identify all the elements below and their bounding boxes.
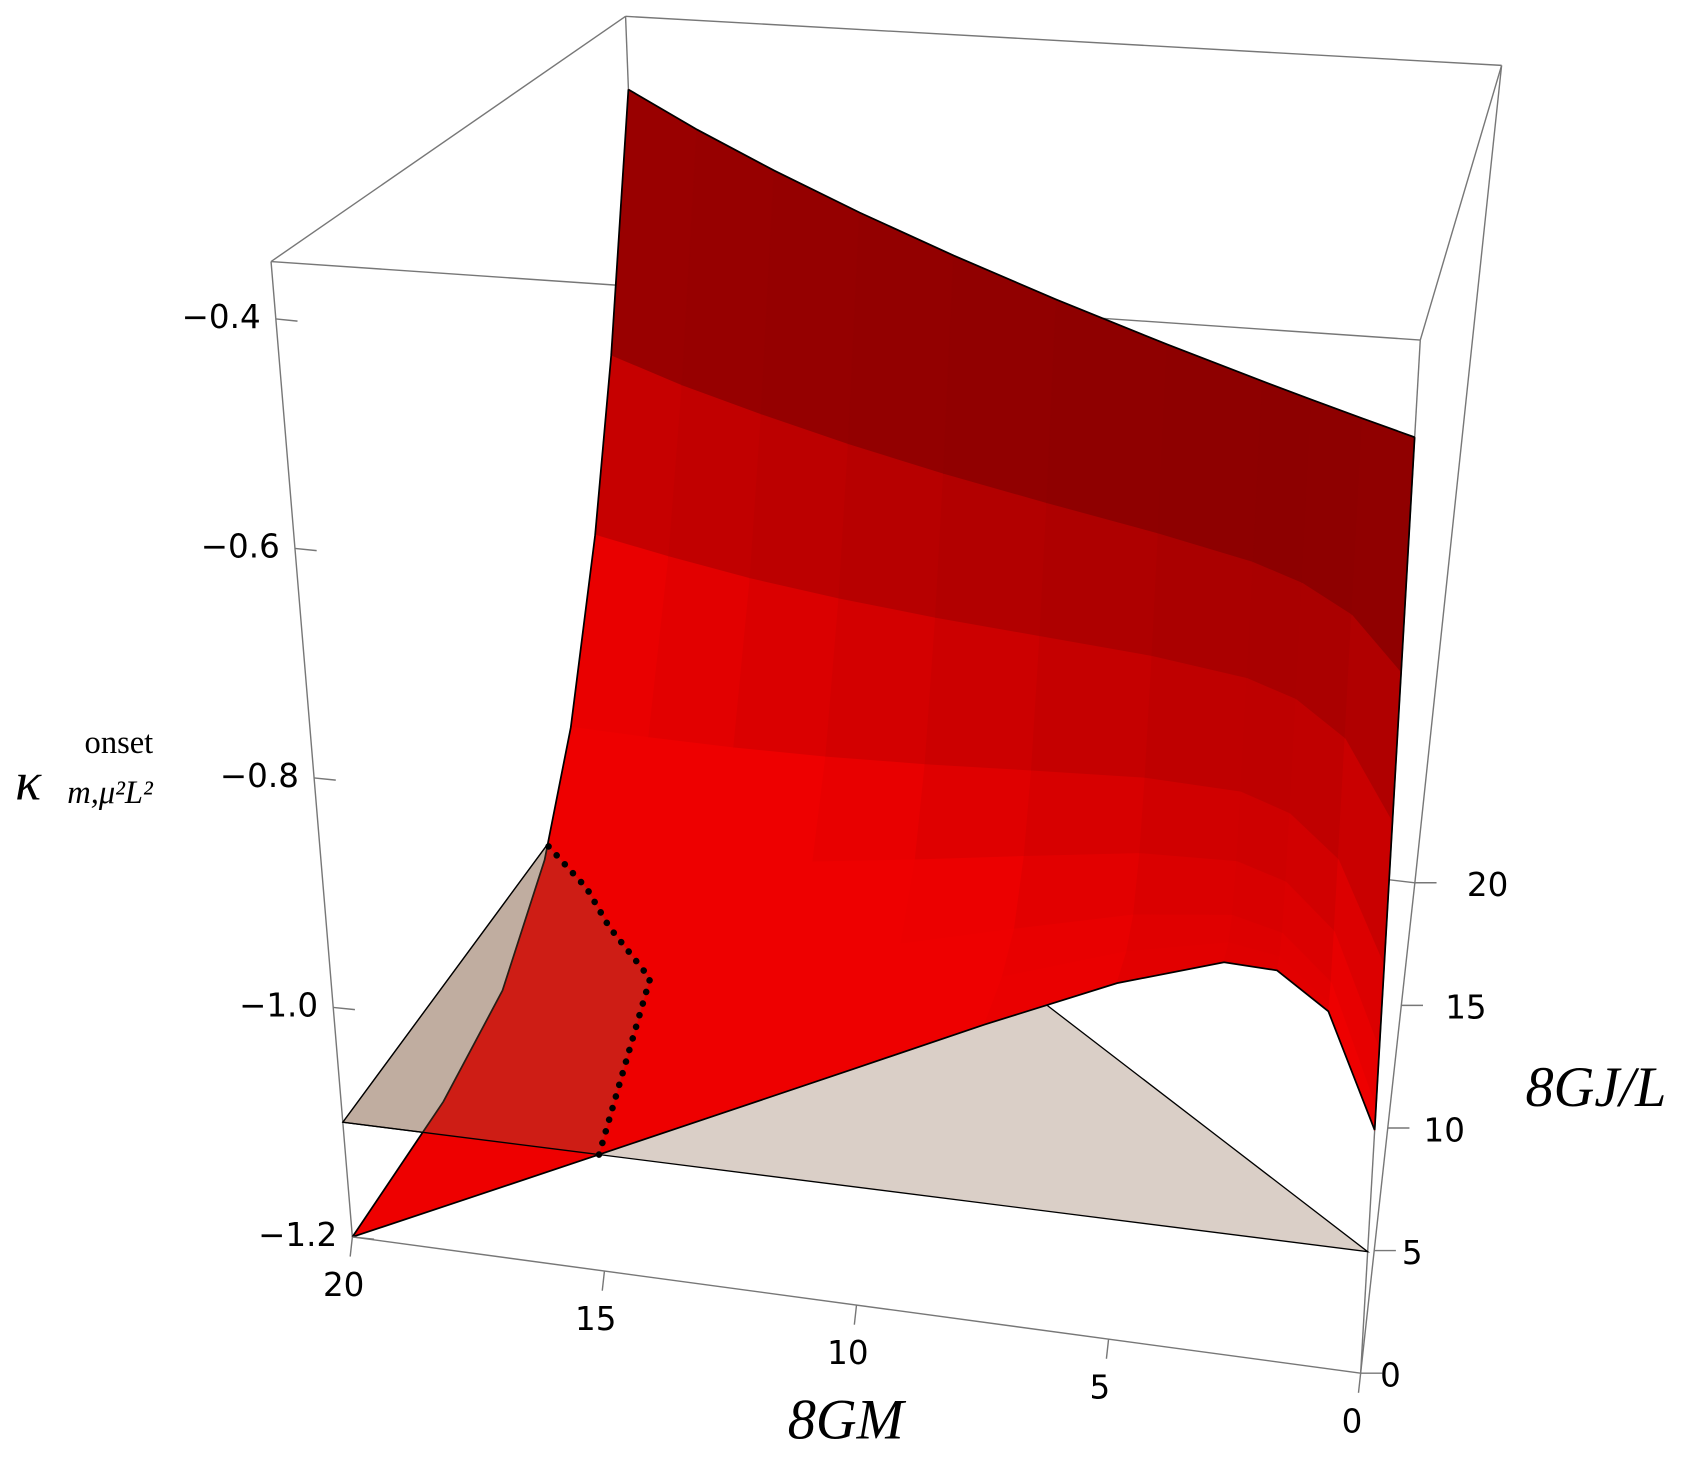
z-tick-label: −0.4: [182, 298, 261, 336]
surface-patch: [935, 473, 1048, 638]
surface-patch: [610, 88, 698, 387]
x-tick: [349, 1236, 354, 1257]
surface-patch: [1030, 636, 1153, 779]
z-tick-label: −0.8: [220, 757, 299, 795]
surface-right-edge: [1373, 437, 1416, 1131]
x-tick-label: 10: [827, 1334, 868, 1372]
y-tick-label: 15: [1445, 989, 1486, 1027]
z-tick: [352, 1236, 375, 1240]
x-tick: [1105, 1339, 1110, 1359]
surface-patch: [1252, 380, 1313, 584]
surface-left-edge: [351, 89, 630, 1238]
surface-patch: [1133, 853, 1238, 917]
z-tick-label: −0.6: [201, 527, 280, 565]
x-tick: [1357, 1373, 1362, 1393]
x-tick: [853, 1305, 858, 1325]
plane-edge: [342, 1121, 600, 1156]
x-tick-label: 0: [1342, 1402, 1363, 1440]
surface-patch: [838, 444, 945, 619]
z-tick: [275, 318, 298, 322]
surface-patch: [1023, 770, 1146, 858]
z-axis-label-sup: onset: [85, 725, 154, 761]
plane-over-surface: [342, 844, 651, 1155]
y-tick-label: 0: [1380, 1357, 1401, 1395]
box-edge: [270, 261, 354, 1238]
surface-patch: [1157, 343, 1263, 564]
axes: −1.2 −1.0 −0.8 −0.6 −0.4 0 5 10 15 20 0 5 10 15 20: [182, 298, 1509, 1440]
box-edge: [625, 15, 1502, 67]
surface-patch: [749, 414, 849, 600]
x-tick-label: 20: [323, 1266, 364, 1304]
intersection-curve: [543, 841, 654, 1158]
z-tick-label: −1.2: [258, 1216, 337, 1254]
surface-patch: [733, 578, 840, 758]
surface-patch: [668, 385, 762, 580]
z-tick: [314, 777, 336, 781]
surface-patch: [914, 764, 1033, 861]
z-tick-label: −1.0: [239, 986, 318, 1024]
surface-patch: [792, 859, 916, 959]
box-edge: [1419, 65, 1503, 341]
surface-patch: [1144, 655, 1248, 793]
x-tick-label: 15: [575, 1300, 616, 1338]
plane-edge: [342, 844, 548, 1123]
y-tick-label: 5: [1402, 1234, 1423, 1272]
surface-patch: [825, 598, 937, 766]
z-axis-label: κ: [15, 751, 42, 811]
surface-patch: [847, 212, 955, 475]
y-tick-label: 20: [1467, 866, 1508, 904]
surface-patch: [812, 756, 926, 863]
surface-patch: [681, 129, 775, 416]
surface-patch: [1046, 299, 1168, 535]
y-tick-label: 10: [1424, 1111, 1465, 1149]
y-axis-label: 8GJ/L: [1525, 1057, 1666, 1119]
overlay: [342, 841, 654, 1158]
z-tick: [333, 1006, 355, 1011]
surface-patch: [1240, 678, 1297, 815]
z-tick: [294, 547, 317, 552]
surface-front-edge: [352, 961, 1376, 1238]
x-tick-label: 5: [1090, 1368, 1111, 1406]
x-tick: [601, 1270, 606, 1291]
surface: [351, 88, 1416, 1238]
surface-patch: [716, 747, 827, 864]
surface-patch: [924, 617, 1041, 772]
z-axis-label-sub: m,μ²L²: [67, 775, 154, 811]
surface-patch: [760, 170, 861, 446]
x-axis-label: 8GM: [788, 1389, 907, 1451]
box-edge: [1414, 65, 1503, 883]
surface-top-edge: [627, 88, 1415, 439]
surface-patch: [1246, 562, 1303, 701]
surface-patch: [1139, 777, 1242, 863]
box-edge: [270, 15, 626, 263]
